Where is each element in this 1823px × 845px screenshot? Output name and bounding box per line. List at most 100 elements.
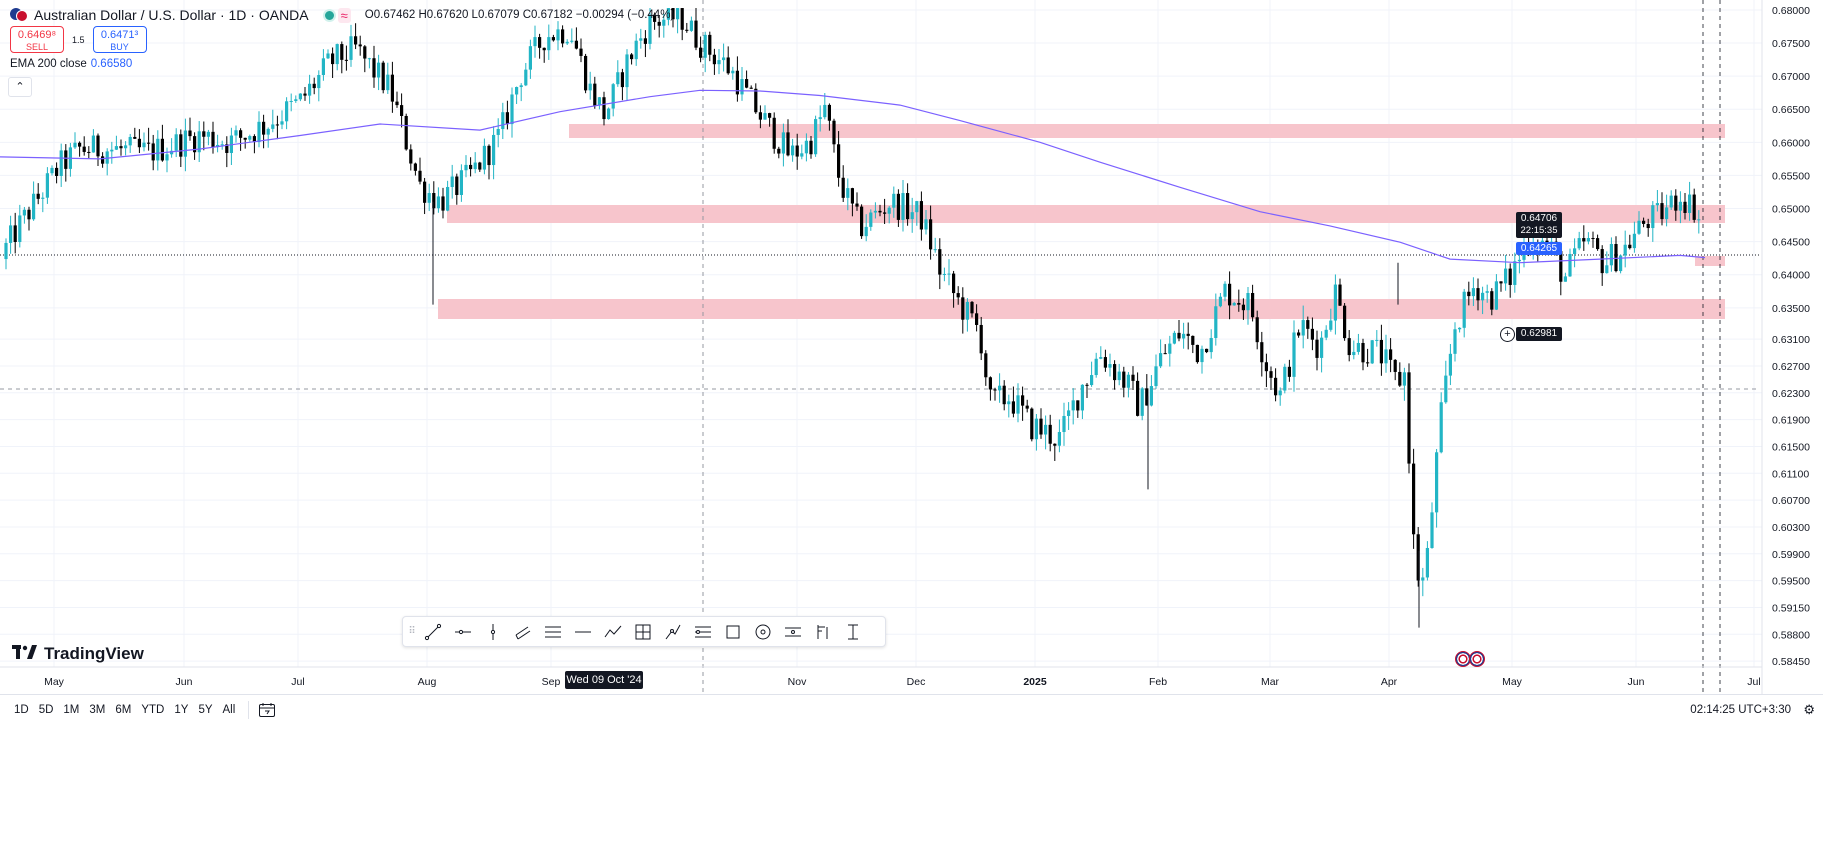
candle-down <box>1310 328 1314 340</box>
us-event-flag-icon[interactable] <box>1469 651 1485 667</box>
candle-up <box>607 108 611 120</box>
candle-up <box>1007 401 1011 405</box>
support-resistance-zones[interactable] <box>438 124 1725 319</box>
polyline-icon[interactable] <box>599 620 627 644</box>
candle-down <box>1195 344 1199 363</box>
range-ytd[interactable]: YTD <box>141 704 165 716</box>
candle-down <box>708 34 712 55</box>
candle-up <box>41 197 45 199</box>
candle-up <box>496 129 500 135</box>
candle-up <box>234 130 238 136</box>
trend-line-icon[interactable] <box>419 620 447 644</box>
candle-up <box>1678 201 1682 211</box>
candle-up <box>436 196 440 209</box>
collapse-legend-button[interactable]: ⌃ <box>8 77 32 97</box>
candle-down <box>78 142 82 147</box>
candle-up <box>1563 276 1567 282</box>
range-5y[interactable]: 5Y <box>198 704 213 716</box>
candle-down <box>593 83 597 106</box>
spread-value: 1.5 <box>72 34 85 45</box>
time-axis[interactable]: May Jun Jul Aug Sep Nov Dec 2025 Feb Mar Apr May Jun… <box>44 676 1761 688</box>
time-tick-label: Mar <box>1261 676 1280 688</box>
buy-button[interactable]: 0.6471³ BUY <box>92 26 147 53</box>
price-chart[interactable]: 0.68000 0.67500 0.67000 0.66500 0.66000 0.655… <box>0 0 1823 694</box>
range-all[interactable]: All <box>222 704 236 716</box>
candle-down <box>1274 377 1278 396</box>
candle-up <box>105 151 109 164</box>
vertical-line-icon[interactable] <box>479 620 507 644</box>
candle-down <box>413 163 417 171</box>
candle-down <box>133 136 137 139</box>
candle-down <box>354 36 358 45</box>
go-to-date-icon[interactable] <box>257 702 277 718</box>
range-1y[interactable]: 1Y <box>174 704 189 716</box>
gear-icon[interactable]: ⚙ <box>1803 702 1815 717</box>
tradingview-logo-icon <box>12 644 38 664</box>
tradingview-logo[interactable]: TradingView <box>12 644 144 664</box>
candle-down <box>1186 333 1190 336</box>
price-tick-label: 0.66500 <box>1772 104 1810 116</box>
fib-retracement-icon[interactable] <box>539 620 567 644</box>
candle-up <box>1154 366 1158 387</box>
candle-down <box>551 37 555 41</box>
add-alert-plus-icon[interactable]: + <box>1500 327 1515 342</box>
candle-down <box>795 145 799 157</box>
symbol-title[interactable]: Australian Dollar / U.S. Dollar · 1D · O… <box>34 7 309 23</box>
candle-down <box>1030 408 1034 440</box>
time-tick-label: Sep <box>542 676 561 688</box>
zone-mid[interactable] <box>447 205 1725 223</box>
brush-icon[interactable] <box>809 620 837 644</box>
data-delay-icon[interactable]: ≈ <box>337 7 351 23</box>
horizontal-line-icon[interactable] <box>569 620 597 644</box>
candle-down <box>809 140 813 155</box>
zone-upper[interactable] <box>569 124 1725 138</box>
candle-down <box>441 196 445 211</box>
candle-up <box>1117 371 1121 381</box>
measure-icon[interactable] <box>839 620 867 644</box>
price-tick-label: 0.63100 <box>1772 334 1810 346</box>
path-icon[interactable] <box>659 620 687 644</box>
candle-up <box>128 136 132 146</box>
range-6m[interactable]: 6M <box>115 704 132 716</box>
candle-up <box>1172 332 1176 344</box>
ema-legend[interactable]: EMA 200 close 0.66580 <box>10 58 132 70</box>
last-price-tag: 0.64706 22:15:35 <box>1516 212 1562 238</box>
economic-events[interactable] <box>1455 651 1485 667</box>
drag-handle-icon[interactable]: ⠿ <box>408 626 416 637</box>
price-axis[interactable]: 0.68000 0.67500 0.67000 0.66500 0.66000 0.655… <box>1772 5 1810 668</box>
regression-icon[interactable] <box>779 620 807 644</box>
range-1d[interactable]: 1D <box>14 704 29 716</box>
candle-up <box>510 94 514 125</box>
horizontal-ray-icon[interactable] <box>449 620 477 644</box>
pitchfork-icon[interactable] <box>689 620 717 644</box>
candle-down <box>1614 243 1618 272</box>
sell-button[interactable]: 0.6469⁸ SELL <box>10 26 64 53</box>
candle-up <box>317 75 321 89</box>
market-status[interactable]: ≈ <box>322 7 351 23</box>
candle-up <box>1430 512 1434 548</box>
parallel-channel-icon[interactable] <box>509 620 537 644</box>
circle-icon[interactable] <box>749 620 777 644</box>
rectangle-icon[interactable] <box>719 620 747 644</box>
candle-up <box>1071 400 1075 411</box>
candle-up <box>91 135 95 153</box>
range-3m[interactable]: 3M <box>89 704 106 716</box>
price-tick-label: 0.59150 <box>1772 602 1810 614</box>
range-5d[interactable]: 5D <box>38 704 54 716</box>
candle-down <box>1343 305 1347 339</box>
candle-up <box>666 8 670 20</box>
candle-down <box>1136 380 1140 416</box>
candle-down <box>409 149 413 164</box>
candle-up <box>947 273 951 275</box>
zone-small[interactable] <box>1695 256 1725 266</box>
candle-down <box>979 324 983 354</box>
candle-up <box>1356 342 1360 352</box>
range-1m[interactable]: 1M <box>63 704 80 716</box>
market-open-icon[interactable] <box>322 8 336 22</box>
drawing-toolbar: ⠿ <box>402 616 886 647</box>
candle-down <box>1467 291 1471 297</box>
zone-lower[interactable] <box>438 299 1725 319</box>
candle-down <box>188 130 192 137</box>
clock-timezone[interactable]: 02:14:25 UTC+3:30 <box>1690 704 1791 716</box>
long-position-icon[interactable] <box>629 620 657 644</box>
